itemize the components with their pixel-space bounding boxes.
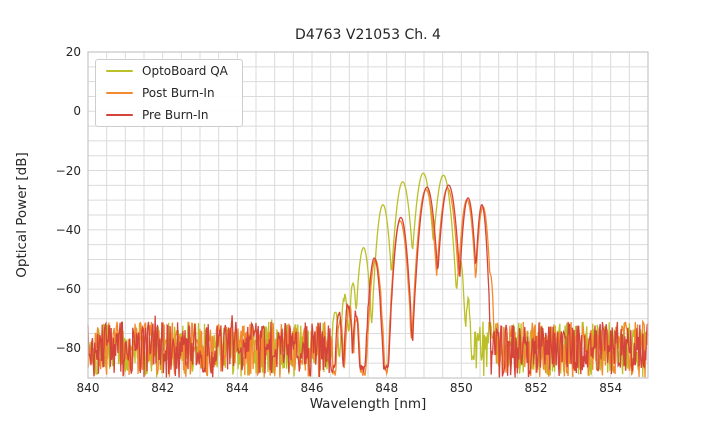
legend-item: Pre Burn-In: [96, 108, 242, 122]
legend-line-swatch: [106, 91, 133, 95]
x-tick-label: 854: [599, 381, 623, 395]
legend-item: Post Burn-In: [96, 86, 242, 100]
legend-line-swatch: [106, 113, 133, 117]
x-tick-label: 852: [524, 381, 548, 395]
legend-item: OptoBoard QA: [96, 64, 242, 78]
legend-item-label: Pre Burn-In: [142, 108, 209, 122]
legend-line-swatch: [106, 69, 133, 73]
x-tick-label: 846: [300, 381, 324, 395]
x-axis-label: Wavelength [nm]: [309, 396, 427, 412]
axes-border: [87, 51, 649, 379]
x-tick-label: 850: [449, 381, 473, 395]
y-tick-label: 0: [73, 104, 81, 119]
chart-title: D4763 V21053 Ch. 4: [295, 27, 441, 43]
legend-item-label: Post Burn-In: [142, 86, 215, 100]
legend-item-label: OptoBoard QA: [142, 64, 228, 78]
series-line-optoboard-qa: [87, 172, 649, 378]
x-tick-label: 840: [76, 381, 100, 395]
x-tick-label: 844: [225, 381, 249, 395]
y-tick-label: 20: [65, 45, 81, 59]
y-tick-label: −20: [55, 163, 81, 178]
legend: OptoBoard QA Post Burn-In Pre Burn-In: [95, 59, 243, 127]
series-line-pre-burn-in: [87, 184, 649, 378]
y-tick-label: −80: [55, 341, 81, 356]
x-tick-label: 848: [375, 381, 399, 395]
y-tick-label: −40: [55, 222, 81, 237]
y-tick-label: −60: [55, 282, 81, 297]
x-tick-label: 842: [151, 381, 175, 395]
